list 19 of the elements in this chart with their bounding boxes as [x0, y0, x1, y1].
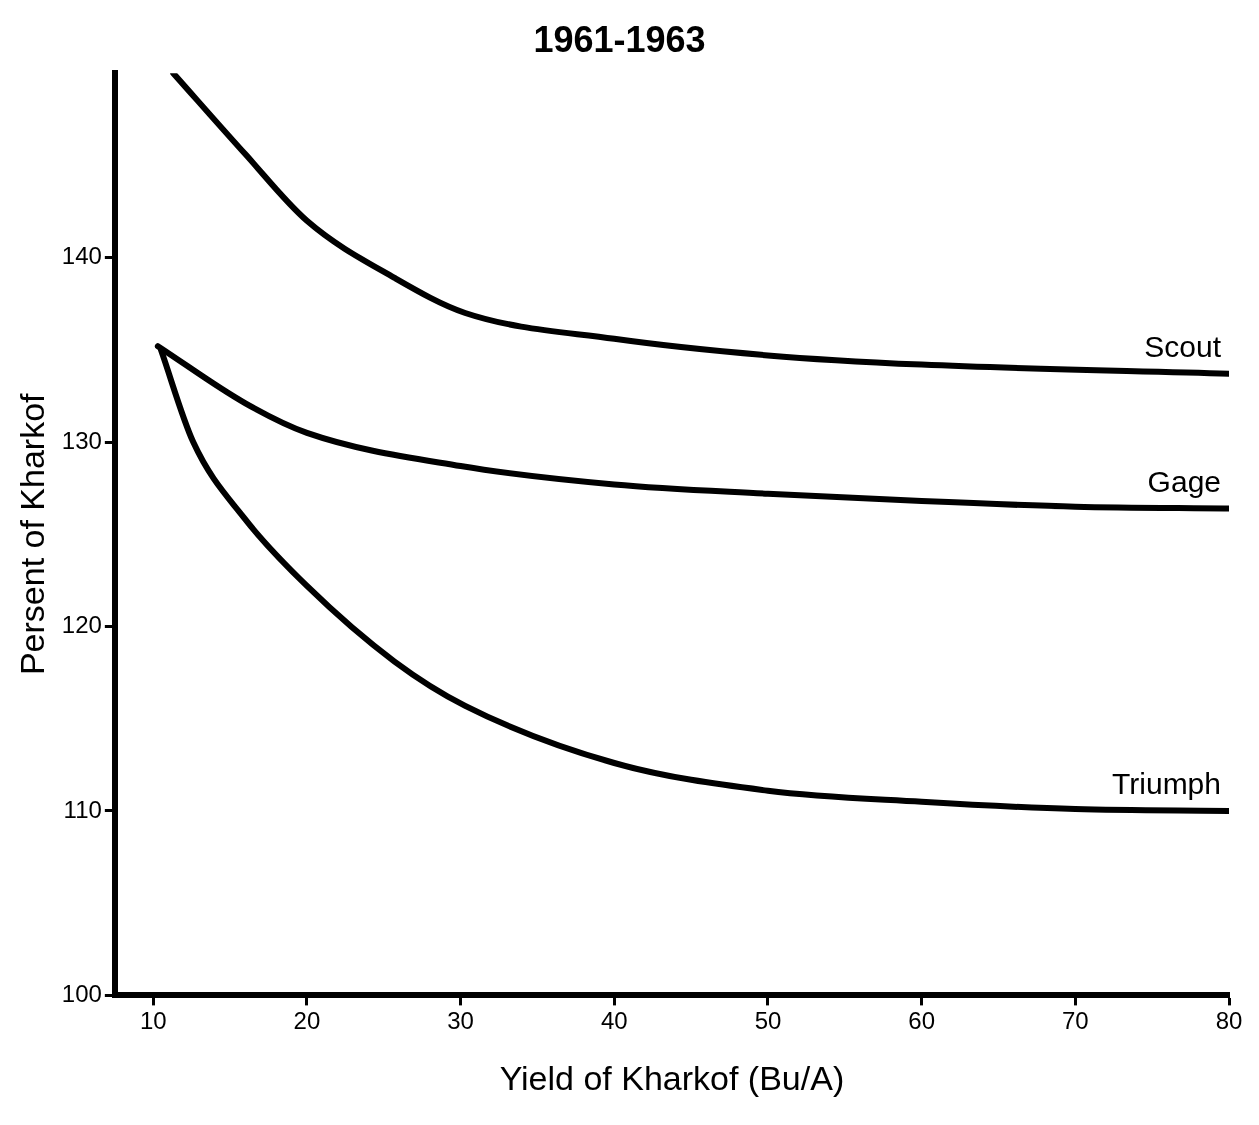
chart-title: 1961-1963: [533, 18, 706, 60]
y-tick-label: 120: [61, 611, 102, 639]
y-tick-label: 130: [61, 426, 102, 454]
y-tick-label: 100: [61, 980, 102, 1008]
series-label: Scout: [1144, 330, 1222, 364]
y-axis-title: Persent of Kharkof: [12, 392, 51, 676]
x-axis-title: Yield of Kharkof (Bu/A): [499, 1058, 845, 1097]
x-tick-label: 50: [754, 1007, 782, 1035]
x-tick-label: 40: [600, 1007, 628, 1035]
x-tick-label: 20: [293, 1007, 321, 1035]
series-label: Gage: [1147, 464, 1221, 498]
y-tick-label: 140: [61, 242, 102, 270]
series-label: Triumph: [1112, 767, 1221, 801]
x-tick-label: 10: [139, 1007, 167, 1035]
x-tick-label: 30: [447, 1007, 474, 1035]
x-tick-label: 70: [1061, 1007, 1089, 1035]
x-tick-label: 60: [908, 1007, 935, 1035]
x-tick-label: 80: [1215, 1007, 1243, 1035]
y-tick-label: 110: [63, 795, 102, 823]
